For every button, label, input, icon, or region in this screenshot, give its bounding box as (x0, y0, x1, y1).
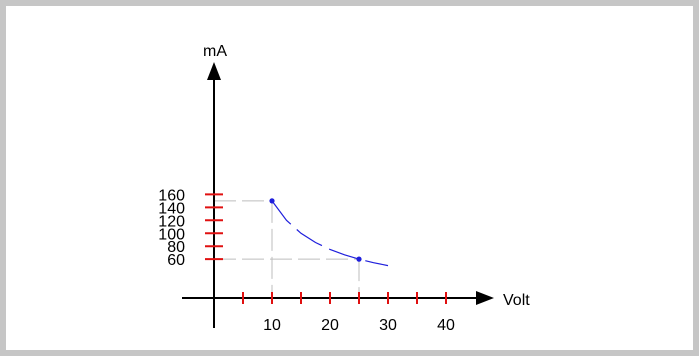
data-point (356, 256, 362, 262)
x-axis-arrow (476, 291, 494, 305)
x-tick-label: 30 (379, 317, 397, 334)
y-tick-label: 120 (158, 213, 185, 230)
y-axis-arrow (207, 62, 221, 80)
y-axis-label: mA (203, 43, 227, 60)
y-tick-label: 60 (167, 252, 185, 269)
x-axis-label: Volt (503, 292, 530, 309)
guide-lines (214, 200, 360, 298)
x-tick-label: 40 (437, 317, 455, 334)
x-tick-label: 10 (263, 317, 281, 334)
axis-ticks (205, 193, 447, 304)
data-point (269, 198, 275, 204)
y-tick-label: 100 (158, 226, 185, 243)
x-tick-label: 20 (321, 317, 339, 334)
y-tick-label: 80 (167, 239, 185, 256)
point-markers (269, 198, 362, 262)
y-tick-label: 140 (158, 200, 185, 217)
y-tick-label: 160 (158, 187, 185, 204)
series-group (271, 200, 389, 267)
curve-line (271, 200, 389, 267)
